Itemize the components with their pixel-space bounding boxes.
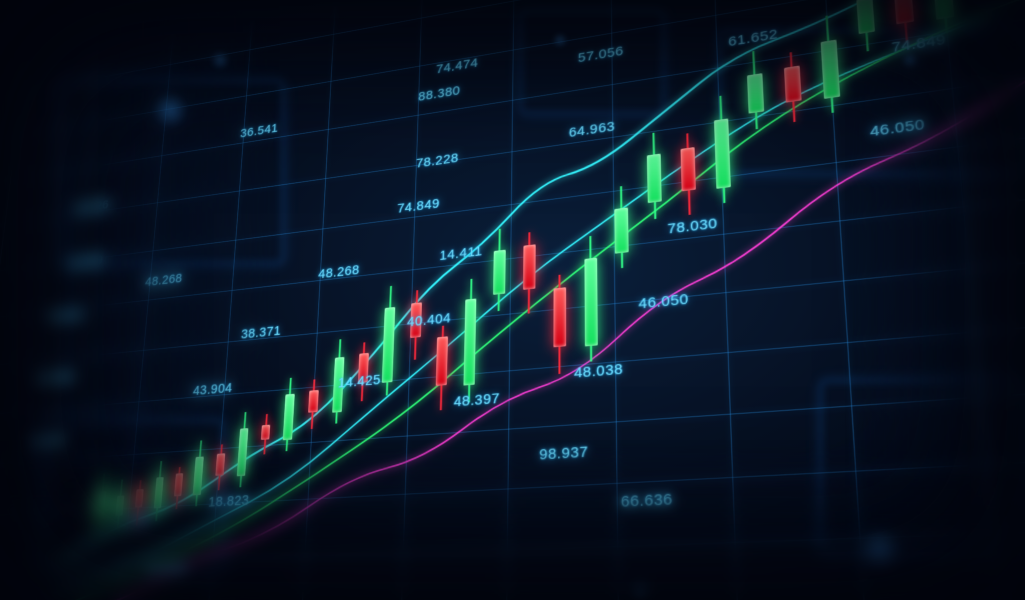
grid-number: 18.823 xyxy=(208,492,250,510)
chart-plane: 64.75857.30636.54188.38074.47457.05661.6… xyxy=(0,0,1025,600)
grid-number: 18.816 xyxy=(145,561,186,578)
grid-number: 15.347 xyxy=(29,433,67,450)
candlestick-chart: 64.75857.30636.54188.38074.47457.05661.6… xyxy=(0,0,1025,600)
